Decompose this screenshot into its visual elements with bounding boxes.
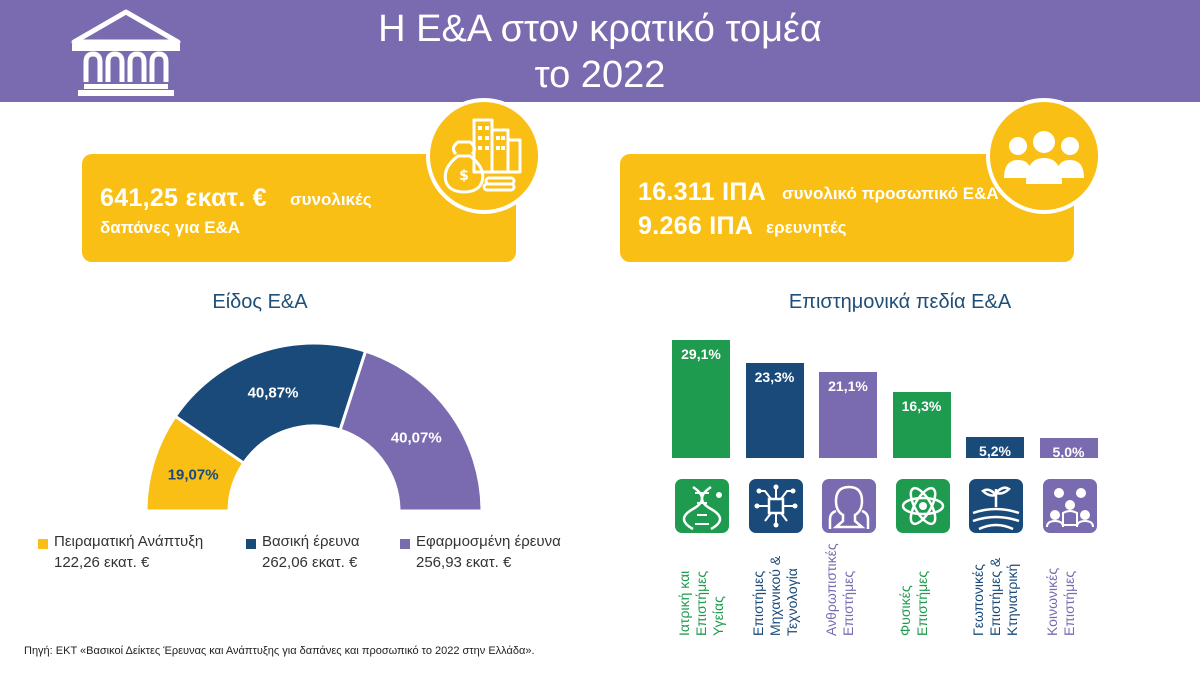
bar: 21,1% [819, 372, 877, 458]
svg-text:$: $ [459, 168, 469, 184]
bar: 16,3% [892, 391, 951, 458]
bar: 5,2% [966, 436, 1024, 459]
category-label: Επιστήμες Μηχανικού & Τεχνολογία [749, 555, 800, 636]
legend-label: Βασική έρευνα [262, 533, 360, 550]
personnel-caption: συνολικό προσωπικό Ε&Α [782, 184, 999, 203]
category-label: Κοινωνικές Επιστήμες [1043, 567, 1077, 636]
page-title-line1: Η Ε&Α στον κρατικό τομέα [378, 8, 822, 50]
donut-data-label-1: 40,87% [248, 384, 299, 401]
source-note: Πηγή: ΕΚΤ «Βασικοί Δείκτες Έρευνας και Α… [24, 645, 535, 657]
bar: 29,1% [672, 339, 730, 458]
bar: 5,0% [1039, 437, 1098, 460]
legend-swatch [38, 539, 48, 549]
farm-field-sprout-icon [969, 479, 1023, 533]
personnel-badge [986, 98, 1102, 214]
bar: 23,3% [745, 363, 804, 458]
researchers-total: 9.266 ΙΠΑ [638, 212, 754, 240]
legend-label: Εφαρμοσμένη έρευνα [416, 533, 561, 550]
legend-amount: 256,93 εκατ. € [416, 554, 512, 571]
bar-data-label: 29,1% [681, 345, 721, 362]
person-head-icon [822, 479, 876, 533]
bar-data-label: 5,2% [979, 442, 1011, 459]
money-bag-buildings-icon: $ [443, 118, 522, 194]
legend-amount: 122,26 εκατ. € [54, 554, 150, 571]
donut-data-label-2: 40,07% [391, 430, 442, 447]
expenditure-badge: $ [426, 98, 542, 214]
personnel-total: 16.311 ΙΠΑ [638, 178, 767, 206]
bar-data-label: 21,1% [828, 378, 868, 395]
legend-amount: 262,06 εκατ. € [262, 554, 358, 571]
page-title: Η Ε&Α στον κρατικό τομέα το 2022 [300, 6, 900, 98]
header-banner: Η Ε&Α στον κρατικό τομέα το 2022 [0, 0, 1200, 102]
bar-data-label: 5,0% [1052, 443, 1085, 460]
donut-data-label-0: 19,07% [168, 467, 219, 484]
category-label: Ανθρωπιστικές Επιστήμες [823, 543, 856, 636]
building-icon [71, 9, 181, 96]
people-group-icon [1004, 131, 1084, 184]
page-title-line2: το 2022 [534, 54, 666, 96]
legend-swatch [246, 539, 256, 549]
bar-data-label: 23,3% [754, 369, 795, 386]
bar-data-label: 16,3% [901, 397, 942, 414]
category-label: Ιατρική και Επιστήμες Υγείας [676, 570, 726, 636]
half-donut-chart: 19,07% 40,87% 40,07% [144, 341, 484, 513]
legend-label: Πειραματική Ανάπτυξη [54, 533, 204, 550]
researchers-caption: ερευνητές [766, 218, 847, 237]
category-label: Φυσικές Επιστήμες [896, 570, 930, 636]
bar-chart: 29,1% Ιατρική και Επιστήμες Υγείας 23,3% Επισ… [660, 330, 1120, 640]
donut-slice-1 [173, 341, 368, 466]
expenditure-caption: συνολικές [290, 190, 372, 209]
bar-chart-title: Επιστημονικά πεδία Ε&Α [788, 291, 1012, 313]
donut-slice-2 [338, 349, 484, 513]
pie-chart-title: Είδος Ε&Α [212, 291, 308, 313]
expenditure-caption-2: δαπάνες για Ε&Α [100, 218, 241, 237]
people-network-icon [1042, 479, 1097, 533]
category-label: Γεωπονικές Επιστήμες & Κτηνιατρική [970, 557, 1020, 636]
dna-icon [675, 479, 729, 533]
expenditure-total: 641,25 εκατ. € [100, 184, 267, 212]
circuit-chip-icon [748, 479, 803, 533]
atom-icon [895, 479, 950, 533]
legend-swatch [400, 539, 410, 549]
